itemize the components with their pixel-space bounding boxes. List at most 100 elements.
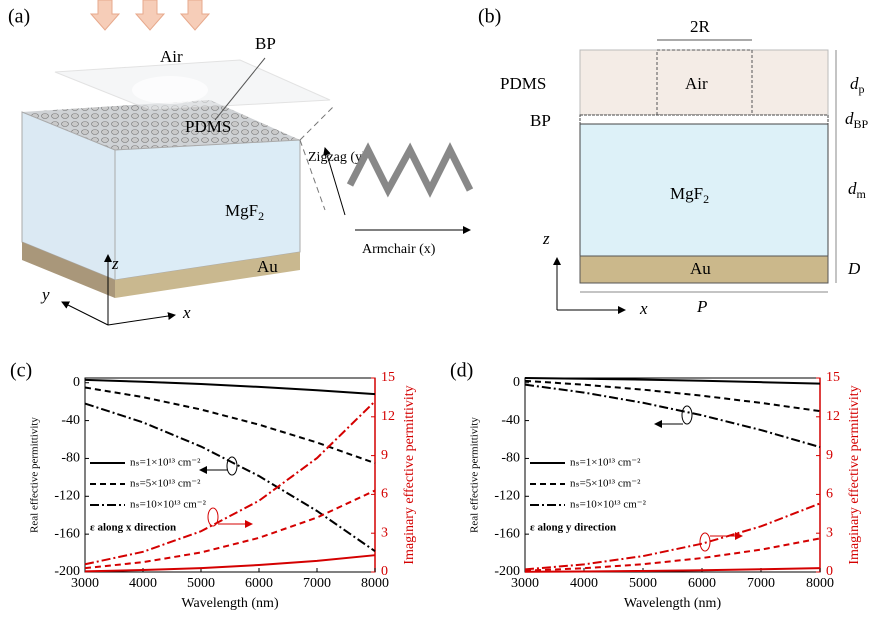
x-tick-label: 6000: [245, 576, 273, 591]
label: BP: [530, 111, 551, 130]
legend-label: nₛ=5×10¹³ cm⁻²: [130, 478, 201, 490]
legend-label: nₛ=1×10¹³ cm⁻²: [570, 457, 641, 469]
label: x: [639, 299, 648, 318]
x-tick-label: 3000: [511, 576, 539, 591]
mgf2-layer: [579, 123, 829, 257]
x-tick-label: 4000: [129, 576, 157, 591]
y-tick-label: -160: [54, 526, 80, 541]
y2-tick-label: 9: [381, 448, 388, 463]
bp-dots: [22, 100, 300, 150]
x-axis-title: Wavelength (nm): [624, 596, 722, 611]
x-tick-label: 6000: [688, 576, 716, 591]
legend-label: nₛ=5×10¹³ cm⁻²: [570, 478, 641, 490]
y2-tick-label: 0: [826, 564, 833, 579]
plot-frame: [524, 377, 821, 573]
label: D: [847, 259, 861, 278]
y2-tick-label: 12: [826, 409, 840, 424]
panel-label: (c): [10, 360, 32, 382]
y2-tick-label: 0: [381, 564, 388, 579]
label: dBP: [845, 109, 869, 131]
label: 2R: [690, 17, 711, 36]
x-tick-label: 5000: [187, 576, 215, 591]
x-tick-label: 4000: [570, 576, 598, 591]
y2-tick-label: 9: [826, 448, 833, 463]
au-front: [22, 242, 115, 298]
data-line: [524, 537, 821, 572]
bp-chain: [346, 142, 474, 198]
label: Air: [685, 74, 708, 93]
y-tick-label: -120: [54, 489, 80, 504]
x-tick-label: 3000: [71, 576, 99, 591]
label: Air: [160, 47, 183, 66]
y-tick-label: 0: [73, 375, 80, 390]
subscript: p: [859, 82, 865, 96]
data-line: [524, 567, 821, 573]
label: P: [696, 297, 707, 316]
label: PDMS: [185, 117, 231, 136]
label: d: [848, 179, 857, 198]
label: PDMS: [500, 74, 546, 93]
y-tick-label: -160: [494, 526, 520, 541]
label: BP: [255, 34, 276, 53]
y2-tick-label: 15: [381, 370, 395, 385]
guide: [299, 139, 326, 211]
y-tick-label: -200: [494, 564, 520, 579]
label: Au: [257, 257, 278, 276]
label: 2R: [690, 17, 711, 36]
subscript: BP: [854, 117, 869, 131]
label: MgF: [225, 201, 258, 220]
y2-tick-label: 12: [381, 409, 395, 424]
y-tick-label: -80: [501, 451, 520, 466]
y2-tick-label: 15: [826, 370, 840, 385]
annotation: ε along y direction: [530, 522, 616, 534]
y2-axis-title: Imaginary effective permittivity: [402, 385, 417, 564]
label: Armchair (x): [362, 242, 436, 257]
guide: [299, 104, 336, 141]
data-line: [524, 502, 821, 571]
subscript: 2: [258, 209, 264, 223]
annotation: ε along x direction: [90, 522, 176, 534]
panel-label: (a): [8, 6, 30, 28]
y-tick-label: -40: [501, 413, 520, 428]
x-tick-label: 8000: [361, 576, 389, 591]
label: Zigzag (y): [308, 150, 367, 165]
light-arrows: [89, 0, 211, 31]
panel-label: (b): [478, 6, 501, 28]
axis: [61, 301, 109, 326]
subscript: 2: [703, 192, 709, 206]
x-tick-label: 7000: [747, 576, 775, 591]
arrow: [323, 147, 346, 216]
indicator: [207, 507, 219, 527]
panel-a: (a) Air BP PDMS MgF2 Au Zigzag (y) Armch…: [8, 0, 474, 326]
x-axis-title: Wavelength (nm): [181, 596, 279, 611]
au-side: [115, 252, 300, 298]
data-line: [84, 402, 376, 553]
legend-label: nₛ=1×10¹³ cm⁻²: [130, 457, 201, 469]
data-line: [84, 386, 376, 465]
label: MgF2: [670, 184, 709, 206]
y-axis-title: Real effective permittivity: [469, 417, 481, 533]
data-line: [524, 379, 821, 413]
label: x: [182, 303, 191, 322]
y-tick-label: 0: [513, 375, 520, 390]
legend-label: nₛ=10×10¹³ cm⁻²: [570, 499, 647, 511]
hole: [132, 76, 208, 104]
pdms-layer: [579, 49, 829, 116]
label: z: [111, 254, 119, 273]
panel-b: (b) 2R PDMS Air BP MgF2 Au dp dBP dm D P…: [478, 6, 869, 318]
x-tick-label: 8000: [806, 576, 834, 591]
label: Au: [690, 259, 711, 278]
plot-frame: [84, 377, 376, 573]
label: d: [845, 109, 854, 128]
label: MgF: [670, 184, 703, 203]
y-tick-label: -40: [61, 413, 80, 428]
y2-tick-label: 3: [381, 525, 388, 540]
y-tick-label: -200: [54, 564, 80, 579]
legend-label: nₛ=10×10¹³ cm⁻²: [130, 499, 207, 511]
subscript: m: [857, 187, 867, 201]
indicator: [681, 405, 693, 425]
label: MgF2: [225, 201, 264, 223]
label: y: [40, 285, 50, 304]
